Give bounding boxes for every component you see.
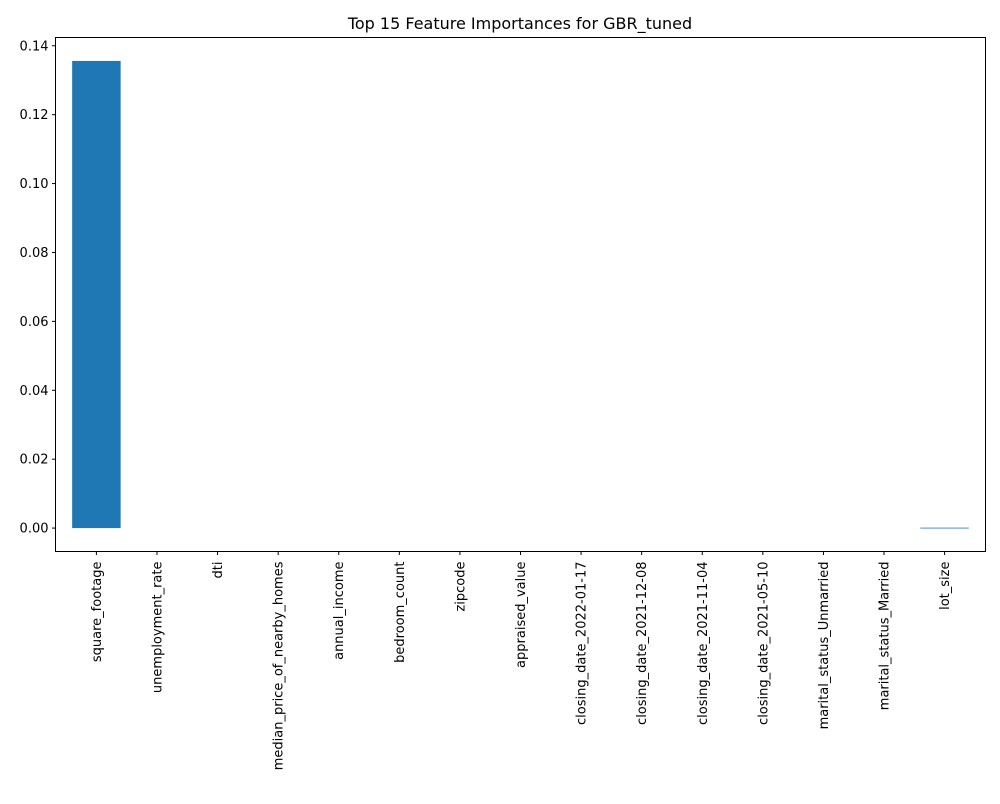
x-tick-label: unemployment_rate xyxy=(150,561,165,693)
y-tick-label: 0.08 xyxy=(20,246,49,261)
y-axis: 0.00 0.02 0.04 0.06 0.08 0.10 0.12 0.14 xyxy=(20,39,56,537)
x-tick-label: closing_date_2022-01-17 xyxy=(575,562,590,725)
x-tick-label: zipcode xyxy=(453,561,468,611)
x-tick-label: median_price_of_nearby_homes xyxy=(272,561,287,770)
x-tick-label: marital_status_Married xyxy=(878,562,893,711)
x-tick-label: closing_date_2021-05-10 xyxy=(756,562,771,725)
y-tick-label: 0.02 xyxy=(20,453,49,468)
x-tick-label: closing_date_2021-11-04 xyxy=(696,562,711,725)
y-tick-label: 0.04 xyxy=(20,384,49,399)
x-tick-label: closing_date_2021-12-08 xyxy=(635,561,650,724)
y-tick-label: 0.06 xyxy=(20,315,49,330)
y-tick-label: 0.12 xyxy=(20,108,49,123)
x-tick-label: square_footage xyxy=(90,562,105,663)
y-tick-label: 0.00 xyxy=(20,522,49,537)
y-tick-label: 0.14 xyxy=(20,39,49,54)
x-axis: square_footage unemployment_rate dti median… xyxy=(90,551,953,770)
plot-frame xyxy=(55,37,986,552)
x-tick-label: marital_status_Unmarried xyxy=(817,561,832,729)
x-tick-label: bedroom_count xyxy=(393,562,408,663)
chart-title: Top 15 Feature Importances for GBR_tuned xyxy=(347,14,692,34)
x-tick-label: appraised_value xyxy=(514,562,529,668)
bar-square_footage xyxy=(72,60,121,529)
x-tick-label: annual_income xyxy=(332,561,347,659)
y-tick-label: 0.10 xyxy=(20,177,49,192)
bars-layer xyxy=(72,60,969,529)
x-tick-label: dti xyxy=(211,562,226,579)
bar-lot_size xyxy=(920,527,969,529)
x-tick-label: lot_size xyxy=(938,561,953,609)
